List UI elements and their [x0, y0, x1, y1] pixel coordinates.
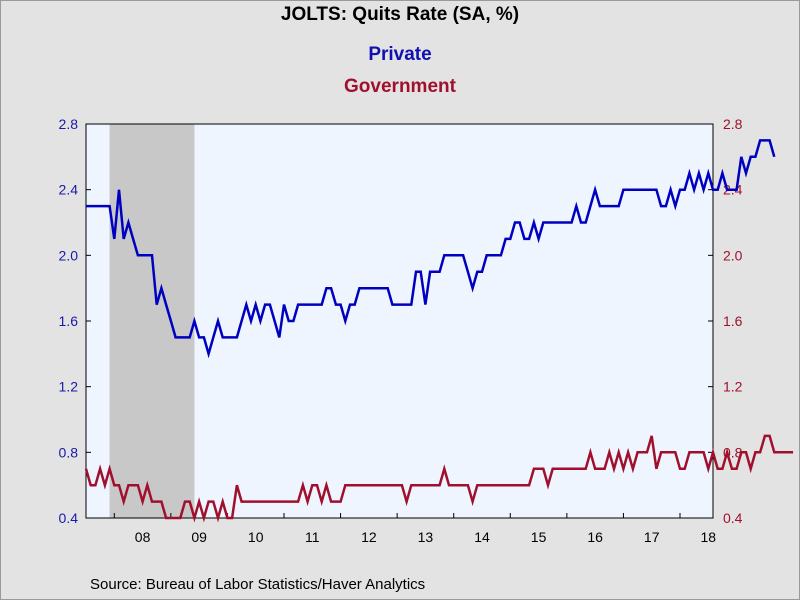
- y-right-tick-label: 2.8: [723, 116, 743, 132]
- y-right-tick-label: 1.2: [723, 379, 743, 395]
- y-left-tick-label: 0.8: [59, 444, 79, 460]
- y-left-tick-label: 1.2: [59, 379, 79, 395]
- x-tick-label: 10: [248, 529, 264, 545]
- y-left-tick-label: 2.0: [59, 247, 79, 263]
- x-tick-label: 13: [418, 529, 434, 545]
- x-tick-label: 17: [644, 529, 660, 545]
- y-left-tick-label: 2.4: [59, 182, 79, 198]
- x-tick-label: 14: [474, 529, 490, 545]
- y-left-tick-label: 0.4: [59, 510, 79, 526]
- legend-private: Private: [368, 44, 432, 65]
- series-line-government: [84, 434, 794, 523]
- x-tick-label: 12: [361, 529, 377, 545]
- x-tick-label: 11: [305, 529, 320, 545]
- y-left-tick-label: 1.6: [59, 313, 79, 329]
- recession-band: [109, 124, 195, 518]
- y-right-tick-label: 0.4: [723, 510, 743, 526]
- x-tick-label: 16: [587, 529, 603, 545]
- y-right-tick-label: 1.6: [723, 313, 743, 329]
- x-tick-label: 15: [531, 529, 547, 545]
- series-line-private: [86, 139, 776, 359]
- legend-government: Government: [344, 76, 456, 97]
- y-right-tick-label: 2.0: [723, 247, 743, 263]
- x-tick-label: 18: [700, 529, 716, 545]
- x-tick-label: 09: [191, 529, 207, 545]
- source-note: Source: Bureau of Labor Statistics/Haver…: [90, 576, 426, 593]
- chart-title: JOLTS: Quits Rate (SA, %): [280, 4, 520, 25]
- x-tick-label: 08: [135, 529, 151, 545]
- y-left-tick-label: 2.8: [59, 116, 79, 132]
